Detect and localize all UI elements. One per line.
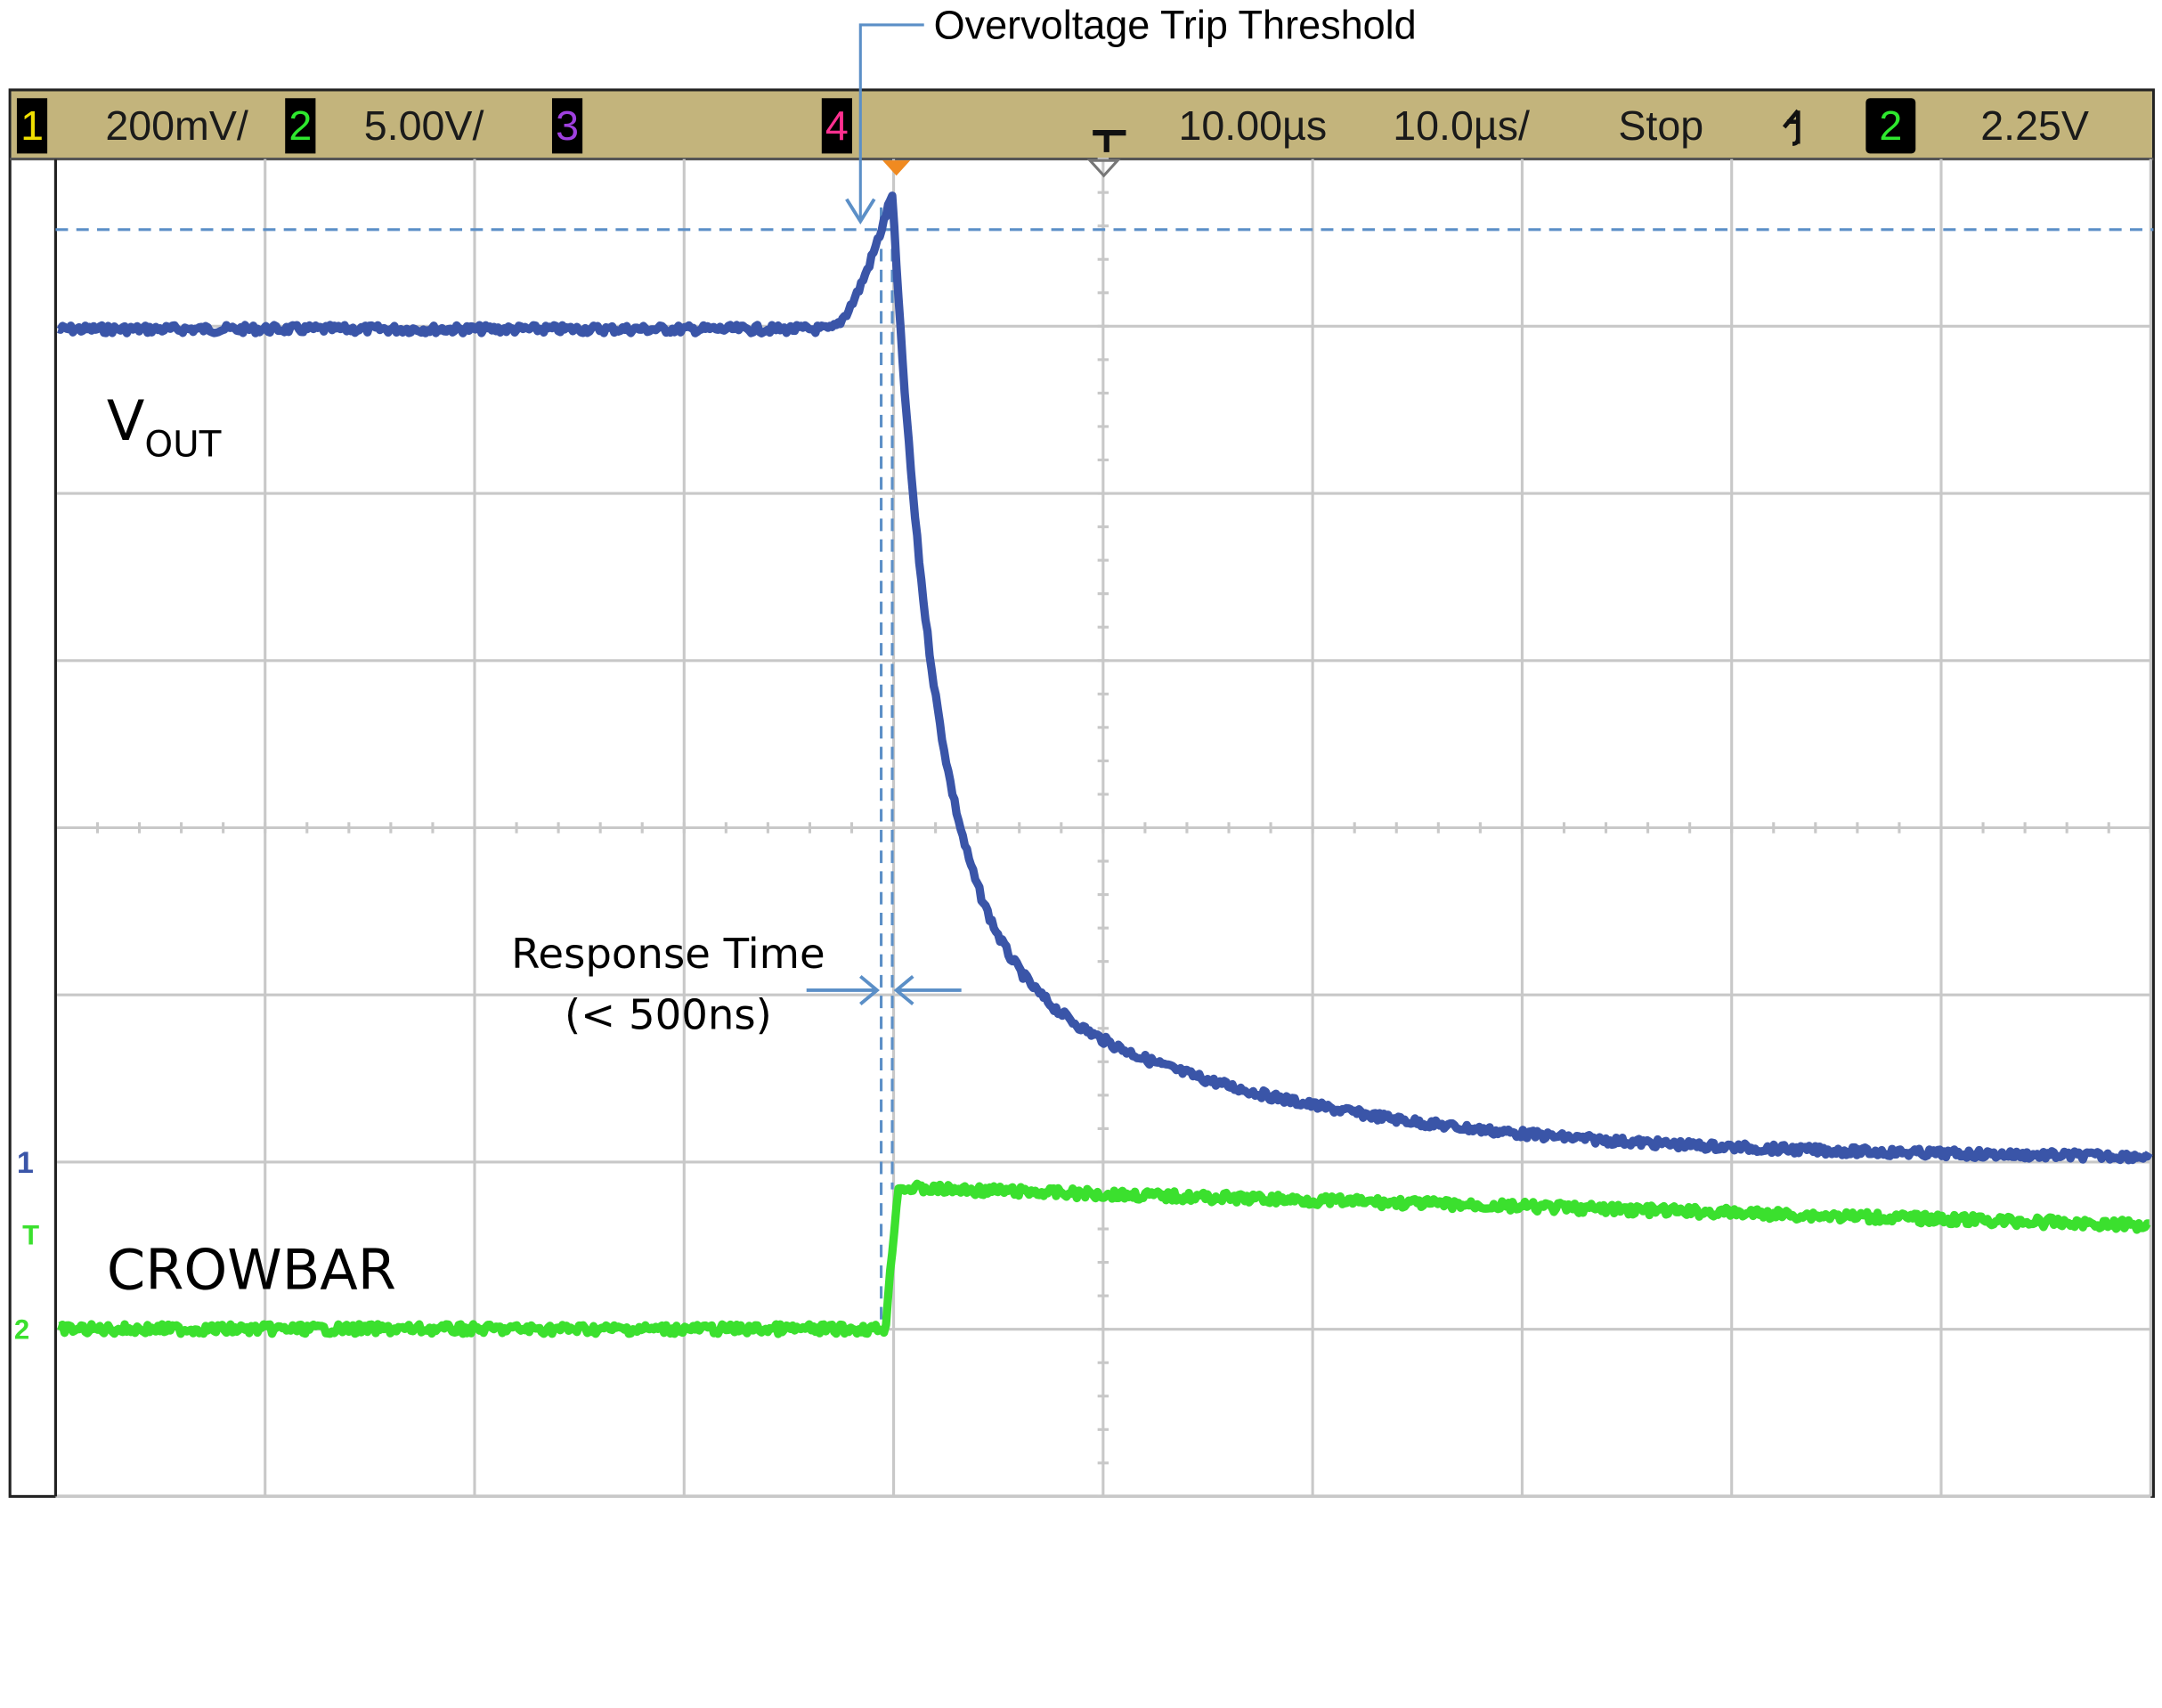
traces <box>56 191 2153 1338</box>
channel-badge <box>821 98 852 154</box>
channel-number: 2 <box>289 102 312 149</box>
crowbar-trace <box>56 1179 2152 1338</box>
response-time-note: (< 500ns) <box>565 990 772 1038</box>
trigger-position-icon <box>1093 129 1126 152</box>
crowbar-label: CROWBAR <box>107 1237 396 1302</box>
trigger-level: 2.25V <box>1980 102 2089 149</box>
delay: 10.00µs <box>1178 102 1327 149</box>
response-arrow-right <box>893 974 962 1005</box>
run-status: Stop <box>1618 102 1703 149</box>
channel-badge <box>16 98 48 154</box>
response-time-label: Response Time <box>511 930 825 978</box>
channel-number: 1 <box>20 102 44 149</box>
trigger-source-badge <box>1865 98 1916 154</box>
timebase: 10.0µs/ <box>1393 102 1530 149</box>
vout-label-subscript: OUT <box>144 424 221 466</box>
trigger-level-marker: T <box>22 1220 39 1251</box>
channel-badge <box>285 98 316 154</box>
trigger-marker <box>882 160 911 176</box>
threshold-callout-arrow <box>845 198 876 225</box>
channel-number: 3 <box>556 102 579 149</box>
trigger-source: 2 <box>1879 102 1902 149</box>
vout-label-main: V <box>107 388 145 453</box>
trigger-slope-icon <box>1782 109 1800 146</box>
threshold-annotation: Overvoltage Trip Threshold <box>934 2 1417 47</box>
vout-label: VOUT <box>107 388 222 466</box>
vout-trace <box>56 191 2153 1165</box>
channel-badge <box>551 98 583 154</box>
channel-scale: 200mV/ <box>105 102 248 149</box>
status-bar <box>11 91 2152 159</box>
delay-marker <box>1086 159 1121 178</box>
channel-1-ground-marker: 1 <box>17 1146 34 1180</box>
channel-number: 4 <box>825 102 849 149</box>
threshold-callout-line <box>858 23 924 219</box>
channel-scale: 5.00V/ <box>364 102 484 149</box>
response-arrow-left <box>806 974 880 1005</box>
channel-2-ground-marker: 2 <box>14 1314 29 1345</box>
